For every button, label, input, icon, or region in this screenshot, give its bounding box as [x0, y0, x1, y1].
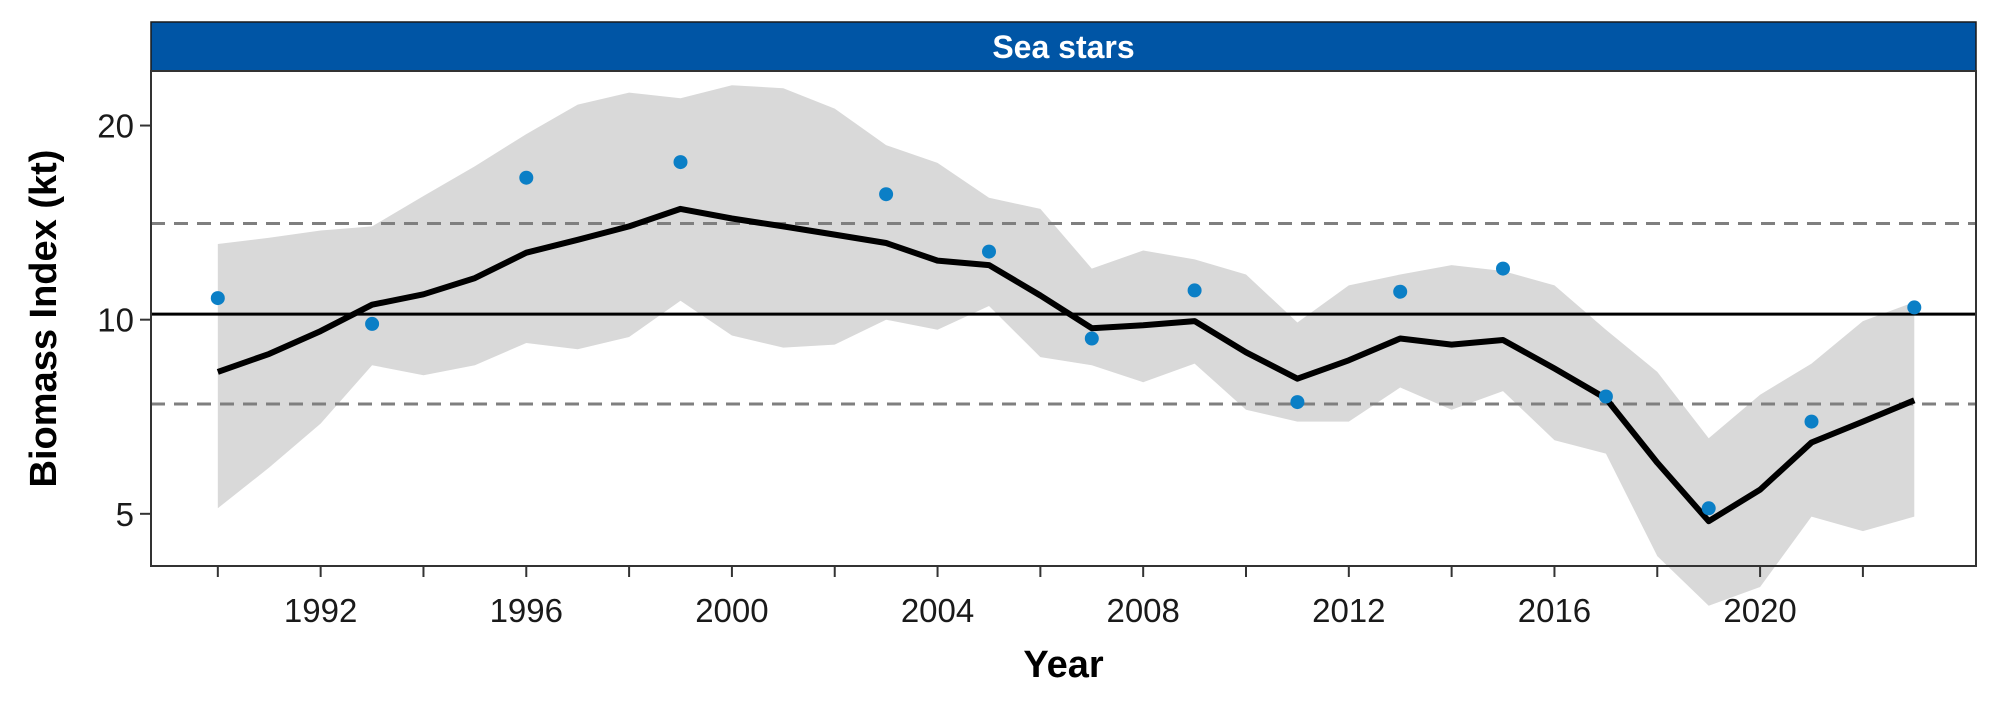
observation-point [1496, 261, 1510, 276]
x-tick-label: 2012 [1312, 592, 1385, 629]
observation-point [1084, 331, 1099, 346]
fit-line [216, 205, 1916, 525]
observation-point [1393, 284, 1408, 299]
x-tick-label: 2004 [901, 592, 974, 629]
fitted-line [216, 205, 1916, 525]
x-axis: 1992 1996 2000 2004 2008 2012 2016 2020 [216, 566, 1864, 629]
confidence-band [217, 85, 1915, 606]
observation-point [1804, 414, 1819, 429]
observation-point [519, 170, 534, 185]
x-tick-label: 1996 [490, 592, 563, 629]
observation-point [982, 244, 996, 259]
reference-lines [151, 221, 1976, 406]
x-tick-label: 2008 [1106, 592, 1179, 629]
plot-border [150, 70, 1977, 567]
y-tick-label: 10 [97, 302, 134, 339]
y-axis: 5 10 20 [97, 108, 151, 533]
x-tick-label: 2020 [1723, 592, 1796, 629]
observation-point [1187, 283, 1202, 298]
strip-background [150, 21, 1977, 72]
observation-point [1598, 389, 1613, 404]
observation-point [1290, 395, 1305, 410]
x-tick-label: 1992 [284, 592, 357, 629]
observation-point [1701, 501, 1716, 516]
confidence-band-area [217, 85, 1915, 606]
observation-point [365, 316, 380, 331]
y-tick-label: 20 [97, 108, 134, 145]
x-axis-title: Year [1023, 644, 1104, 686]
y-axis-title: Biomass Index (kt) [23, 150, 65, 488]
x-tick-label: 2016 [1518, 592, 1591, 629]
panel-title: Sea stars [992, 29, 1134, 65]
observation-point [879, 187, 894, 202]
observation-point [673, 155, 688, 170]
observation-point [210, 291, 225, 306]
x-tick-label: 2000 [695, 592, 768, 629]
y-tick-label: 5 [116, 496, 134, 533]
observation-points [210, 155, 1922, 516]
observation-point [1907, 300, 1922, 315]
